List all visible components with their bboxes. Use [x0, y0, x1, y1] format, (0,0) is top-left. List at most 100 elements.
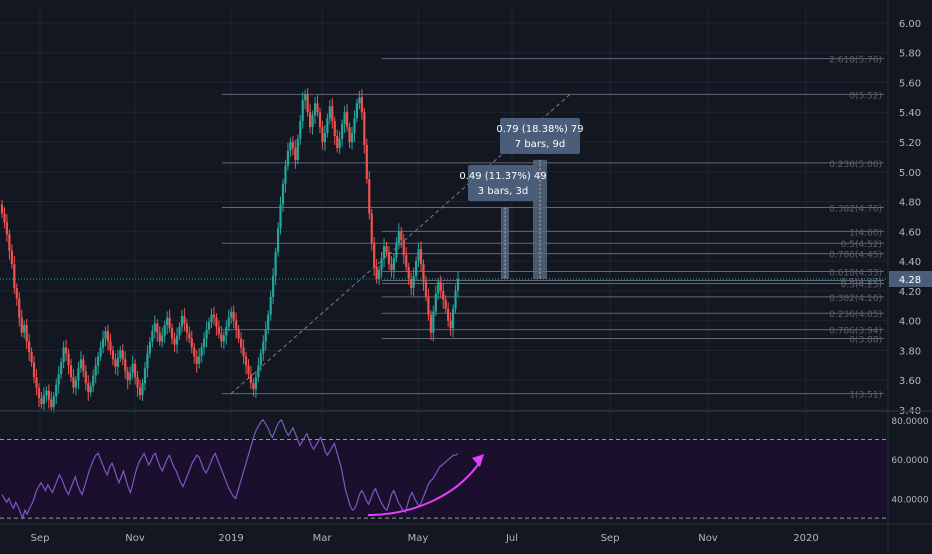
candle-body [350, 133, 354, 142]
candle-body [212, 314, 216, 318]
candle-body [358, 97, 361, 104]
candle-body [222, 335, 225, 342]
y-tick-label: 3.60 [899, 376, 921, 387]
price-grid [0, 8, 888, 522]
candle-body [203, 338, 206, 348]
x-tick-label: Sep [31, 533, 50, 544]
candle-body [405, 255, 408, 268]
candle-body [264, 329, 267, 342]
candle-body [79, 359, 82, 369]
fib-level-label: 0.382(4.16) [829, 294, 882, 304]
candle-body [373, 243, 376, 268]
x-tick-label: Nov [125, 533, 145, 544]
candle-body [99, 347, 102, 357]
candle-body [210, 314, 213, 323]
candle-body [244, 356, 248, 366]
candle-body [318, 112, 322, 128]
candle-body [252, 383, 255, 390]
measure-label-box [500, 118, 580, 154]
candle-body [129, 372, 132, 381]
candle-body [429, 314, 432, 333]
candle-body [74, 380, 78, 388]
candle-body [254, 377, 257, 390]
y-tick-label: 5.80 [899, 49, 921, 60]
candle-body [15, 287, 18, 299]
candle-body [106, 331, 110, 342]
candle-body [417, 249, 420, 262]
candle-body [89, 386, 92, 393]
candle-body [267, 314, 270, 330]
candle-body [87, 383, 90, 393]
rsi-tick-label: 40.0000 [891, 495, 928, 505]
candle-body [451, 308, 455, 329]
candle-body [380, 258, 383, 271]
candle-body [410, 278, 413, 288]
candle-body [47, 390, 50, 400]
y-tick-label: 5.40 [899, 108, 921, 119]
candle-body [387, 252, 391, 265]
rsi-line [1, 418, 459, 520]
candle-body [45, 390, 48, 396]
candle-body [207, 322, 211, 330]
candle-body [345, 112, 349, 128]
fib-level-label: 0.5(4.25) [841, 280, 882, 290]
y-tick-label: 5.20 [899, 138, 921, 149]
candle-body [331, 106, 334, 122]
y-tick-label: 4.60 [899, 227, 921, 238]
candle-body [284, 165, 287, 184]
candle-body [299, 121, 302, 140]
candle-body [343, 112, 346, 125]
fib-level-label: 0.618(4.33) [829, 269, 882, 279]
candle-body [64, 347, 68, 354]
candle-body [382, 246, 386, 259]
candle-body [126, 371, 129, 381]
measure-range-bar [501, 207, 509, 279]
candle-body [20, 317, 23, 333]
y-tick-label: 4.00 [899, 317, 921, 328]
fib-level-label: 1(3.51) [849, 391, 882, 401]
measure-label-line1: 0.49 (11.37%) 49 [459, 171, 546, 182]
candle-body [101, 338, 105, 348]
candle-body [25, 325, 28, 342]
candle-body [363, 112, 366, 145]
candle-body [274, 252, 277, 276]
fib-level-label: 0.5(4.52) [841, 240, 882, 250]
candle-body [316, 103, 319, 113]
candle-body [161, 335, 164, 342]
candle-body [400, 231, 403, 241]
candle-body [338, 139, 341, 148]
rsi-band-fill [0, 439, 888, 519]
candle-body [55, 384, 58, 397]
candle-body [131, 363, 134, 373]
candle-body [40, 398, 43, 405]
fibonacci-retracement[interactable]: 2.618(5.76) 0(5.52) 0.236(5.06) 0.382(4.76)… [222, 56, 884, 401]
candle-body [35, 377, 38, 388]
price-range-measures[interactable]: 0.79 (18.38%) 79 7 bars, 9d 0.49 (11.37%) … [459, 118, 584, 279]
candle-body [166, 317, 169, 326]
candle-body [13, 264, 16, 288]
candle-body [306, 94, 309, 113]
rsi-tick-label: 80.0000 [891, 417, 928, 427]
candle-body [82, 359, 85, 372]
candle-body [52, 396, 55, 408]
candle-body [279, 204, 282, 229]
candle-body [365, 144, 368, 180]
candle-body [178, 326, 181, 336]
candle-body [390, 264, 393, 271]
candle-body [355, 103, 359, 119]
candle-body [249, 374, 253, 384]
x-tick-label: Nov [698, 533, 718, 544]
candle-body [432, 311, 435, 333]
candle-body [230, 311, 233, 318]
candle-body [301, 100, 304, 122]
fib-level-label: 0(3.88) [849, 336, 882, 346]
candle-body [3, 213, 6, 223]
candle-body [215, 317, 218, 327]
candle-body [69, 365, 73, 378]
fib-level-label: 0.5(4.27) [841, 277, 882, 287]
candle-body [121, 350, 124, 360]
candle-body [116, 357, 119, 367]
